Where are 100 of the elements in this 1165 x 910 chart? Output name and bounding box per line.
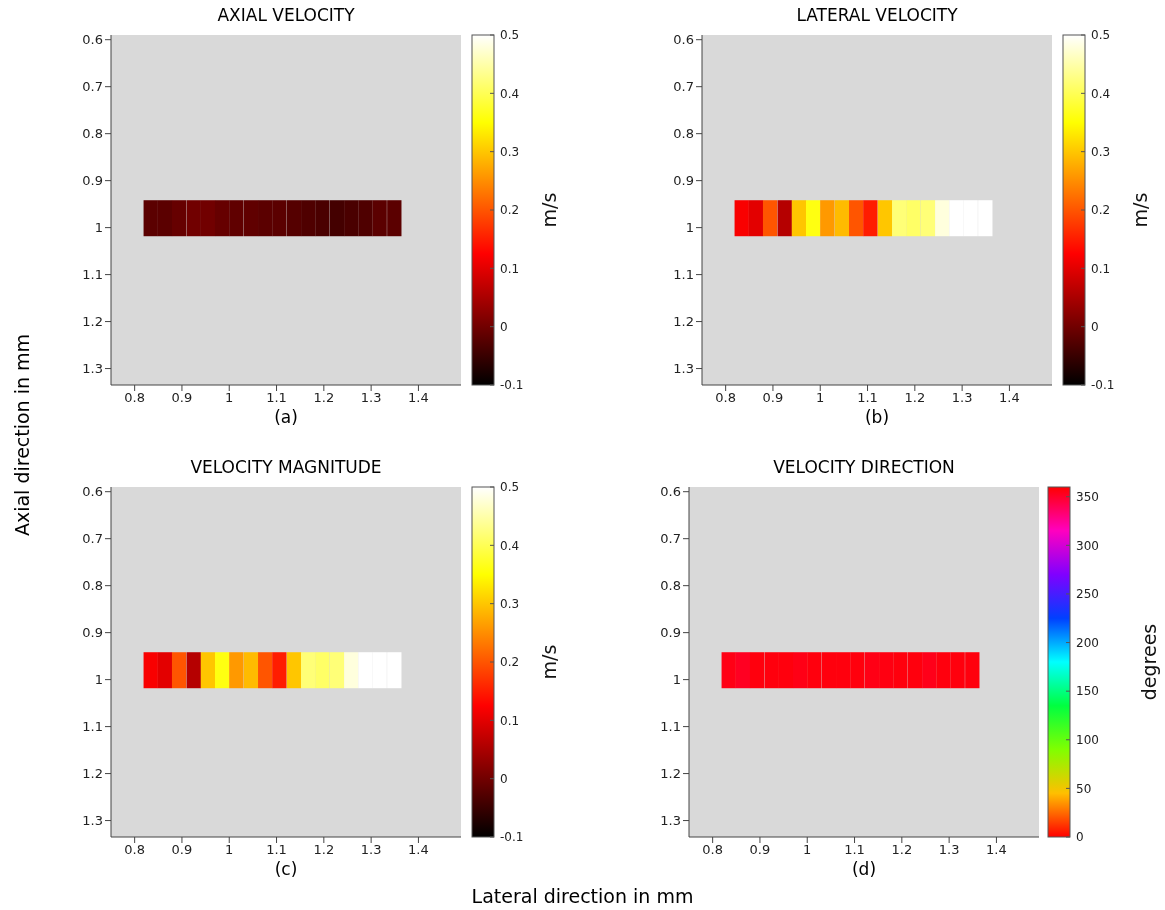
color-bar-label: 0: [500, 319, 508, 334]
chart-title: VELOCITY MAGNITUDE: [189, 457, 383, 477]
y-tick-label: 0.8: [673, 126, 694, 142]
y-tick-label: 1: [94, 672, 103, 688]
color-bar-label: 0.5: [1091, 28, 1111, 43]
color-bar-label: 0.1: [500, 261, 520, 276]
x-tick-label: 1: [803, 842, 812, 858]
y-tick-label: 0.7: [82, 531, 103, 547]
x-tick-label: 1.4: [986, 842, 1007, 858]
color-bar-label: -0.1: [500, 830, 524, 845]
y-tick-label: 0.9: [673, 173, 694, 189]
y-tick-label: 1: [672, 672, 681, 688]
y-tick-label: 1: [685, 220, 694, 236]
y-tick-label: 0.9: [82, 173, 103, 189]
x-tick-label: 1.4: [408, 390, 429, 406]
x-tick-label: 1.1: [844, 842, 865, 858]
color-bar-label: 0.1: [1091, 261, 1111, 276]
x-tick-label: 1.4: [408, 842, 429, 858]
color-bar-title: m/s: [537, 644, 560, 680]
x-tick-label: 1.3: [360, 842, 382, 858]
y-tick-label: 1.2: [660, 766, 681, 782]
color-bar-label: -0.1: [1091, 378, 1115, 393]
chart-title: LATERAL VELOCITY: [795, 5, 959, 25]
text: (d): [850, 859, 878, 879]
y-tick-label: 1.2: [673, 314, 694, 330]
y-axis-title: Axial direction in mm: [11, 333, 33, 537]
y-tick-label: 1.2: [82, 766, 103, 782]
color-bar-label: 0.2: [500, 203, 520, 218]
x-tick-label: 1.2: [313, 842, 335, 858]
color-bar-title: degrees: [1137, 623, 1160, 701]
x-tick-label: 0.8: [124, 390, 145, 406]
x-tick-label: 1.2: [313, 390, 335, 406]
y-tick-label: 0.7: [673, 79, 694, 95]
color-bar-label: 0.1: [500, 713, 520, 728]
x-tick-label: 1.2: [891, 842, 913, 858]
color-bar-title: m/s: [537, 192, 560, 228]
color-bar-label: -0.1: [500, 378, 524, 393]
color-bar-label: 0.3: [500, 144, 520, 159]
y-tick-label: 0.6: [660, 484, 681, 500]
y-tick-label: 1.2: [82, 314, 103, 330]
chart-title: AXIAL VELOCITY: [216, 5, 356, 25]
color-bar-label: 0.4: [1091, 86, 1111, 101]
color-bar-label: 0.3: [1091, 144, 1111, 159]
y-tick-label: 1.3: [660, 813, 681, 829]
x-tick-label: 1.4: [999, 390, 1020, 406]
y-tick-label: 0.8: [82, 578, 103, 594]
y-tick-label: 1.1: [660, 719, 681, 735]
y-tick-label: 1.3: [82, 361, 103, 377]
y-tick-label: 0.9: [660, 625, 681, 641]
color-bar-label: 0.4: [500, 86, 520, 101]
color-bar-label: 0.4: [500, 538, 520, 553]
chart-title: VELOCITY DIRECTION: [772, 457, 956, 477]
color-bar-label: 0: [1091, 319, 1099, 334]
x-tick-label: 0.9: [171, 390, 193, 406]
x-tick-label: 1.1: [266, 390, 287, 406]
color-bar-label: 0.2: [500, 655, 520, 670]
x-tick-label: 0.8: [715, 390, 736, 406]
color-bar-label: 350: [1076, 489, 1099, 504]
color-bar-label: 0.3: [500, 596, 520, 611]
x-tick-label: 0.9: [171, 842, 193, 858]
color-bar-label: 200: [1076, 635, 1099, 650]
color-bar-label: 300: [1076, 538, 1099, 553]
x-tick-label: 1: [225, 390, 234, 406]
y-tick-label: 0.6: [673, 32, 694, 48]
x-tick-label: 1.3: [951, 390, 973, 406]
x-tick-label: 1.1: [857, 390, 878, 406]
y-tick-label: 1.1: [673, 267, 694, 283]
color-bar-label: 0: [1076, 830, 1084, 845]
x-tick-label: 1.1: [266, 842, 287, 858]
y-tick-label: 0.9: [82, 625, 103, 641]
color-bar-label: 0.5: [500, 480, 520, 495]
color-bar-label: 100: [1076, 732, 1099, 747]
y-tick-label: 1.1: [82, 719, 103, 735]
y-tick-label: 0.7: [660, 531, 681, 547]
x-tick-label: 1: [225, 842, 234, 858]
text: (c): [273, 859, 299, 879]
x-tick-label: 0.8: [124, 842, 145, 858]
y-tick-label: 1.1: [82, 267, 103, 283]
x-tick-label: 1.2: [904, 390, 926, 406]
x-tick-label: 1.3: [360, 390, 382, 406]
y-tick-label: 0.7: [82, 79, 103, 95]
text: (a): [273, 407, 299, 427]
color-bar-label: 0.5: [500, 28, 520, 43]
x-tick-label: 1: [816, 390, 825, 406]
y-tick-label: 0.8: [82, 126, 103, 142]
color-bar-label: 0.2: [1091, 203, 1111, 218]
y-tick-label: 1.3: [82, 813, 103, 829]
x-tick-label: 0.9: [762, 390, 784, 406]
y-tick-label: 0.6: [82, 32, 103, 48]
x-tick-label: 0.8: [702, 842, 723, 858]
color-bar-label: 150: [1076, 684, 1099, 699]
color-bar-label: 250: [1076, 587, 1099, 602]
x-tick-label: 0.9: [749, 842, 771, 858]
color-bar-title: m/s: [1128, 192, 1151, 228]
x-tick-label: 1.3: [938, 842, 960, 858]
color-bar-label: 50: [1076, 781, 1092, 796]
text: (b): [863, 407, 891, 427]
color-bar-label: 0: [500, 771, 508, 786]
y-tick-label: 1.3: [673, 361, 694, 377]
y-tick-label: 0.6: [82, 484, 103, 500]
